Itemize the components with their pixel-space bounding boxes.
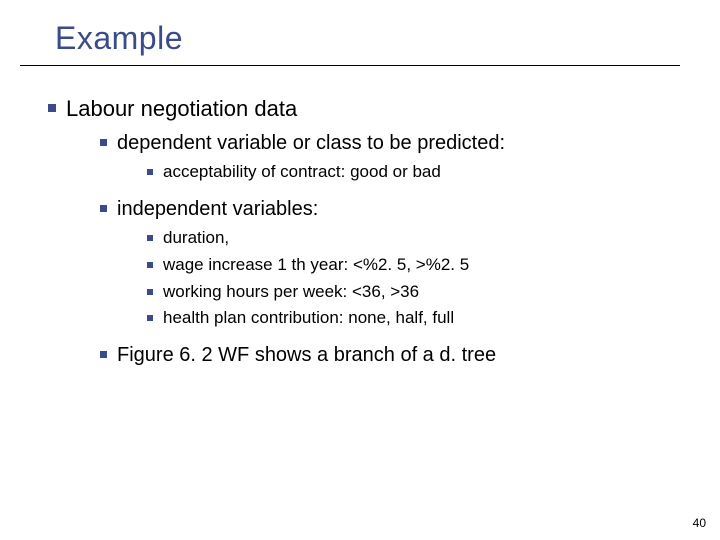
square-bullet-icon xyxy=(147,289,153,295)
text: independent variables: xyxy=(117,198,318,220)
text: dependent variable or class to be predic… xyxy=(117,132,505,154)
list-item: duration, xyxy=(147,227,680,250)
text: health plan contribution: none, half, fu… xyxy=(163,307,680,330)
square-bullet-icon xyxy=(147,315,153,321)
square-bullet-icon xyxy=(147,235,153,241)
list-item: working hours per week: <36, >36 xyxy=(147,281,680,304)
bullet-list-level2: dependent variable or class to be predic… xyxy=(100,130,680,370)
square-bullet-icon xyxy=(147,169,153,175)
square-bullet-icon xyxy=(100,351,107,358)
list-item-text: independent variables: duration, wage in… xyxy=(117,196,680,337)
title-area: Example xyxy=(0,20,720,65)
text: working hours per week: <36, >36 xyxy=(163,281,680,304)
list-item-text: dependent variable or class to be predic… xyxy=(117,130,680,190)
content-area: Labour negotiation data dependent variab… xyxy=(0,66,720,375)
bullet-list-level3: duration, wage increase 1 th year: <%2. … xyxy=(147,227,680,331)
list-item: acceptability of contract: good or bad xyxy=(147,161,680,184)
text: Labour negotiation data xyxy=(66,96,297,121)
square-bullet-icon xyxy=(48,104,56,112)
text: duration, xyxy=(163,227,680,250)
bullet-list-level1: Labour negotiation data dependent variab… xyxy=(48,94,680,375)
slide: Example Labour negotiation data dependen… xyxy=(0,0,720,540)
square-bullet-icon xyxy=(100,139,107,146)
text: acceptability of contract: good or bad xyxy=(163,161,680,184)
list-item-text: Labour negotiation data dependent variab… xyxy=(66,94,680,375)
square-bullet-icon xyxy=(100,205,107,212)
list-item: dependent variable or class to be predic… xyxy=(100,130,680,190)
list-item: Labour negotiation data dependent variab… xyxy=(48,94,680,375)
text: Figure 6. 2 WF shows a branch of a d. tr… xyxy=(117,342,680,369)
list-item: independent variables: duration, wage in… xyxy=(100,196,680,337)
list-item: Figure 6. 2 WF shows a branch of a d. tr… xyxy=(100,342,680,369)
bullet-list-level3: acceptability of contract: good or bad xyxy=(147,161,680,184)
square-bullet-icon xyxy=(147,262,153,268)
text: wage increase 1 th year: <%2. 5, >%2. 5 xyxy=(163,254,680,277)
list-item: wage increase 1 th year: <%2. 5, >%2. 5 xyxy=(147,254,680,277)
list-item: health plan contribution: none, half, fu… xyxy=(147,307,680,330)
page-number: 40 xyxy=(693,516,706,530)
slide-title: Example xyxy=(55,20,720,57)
